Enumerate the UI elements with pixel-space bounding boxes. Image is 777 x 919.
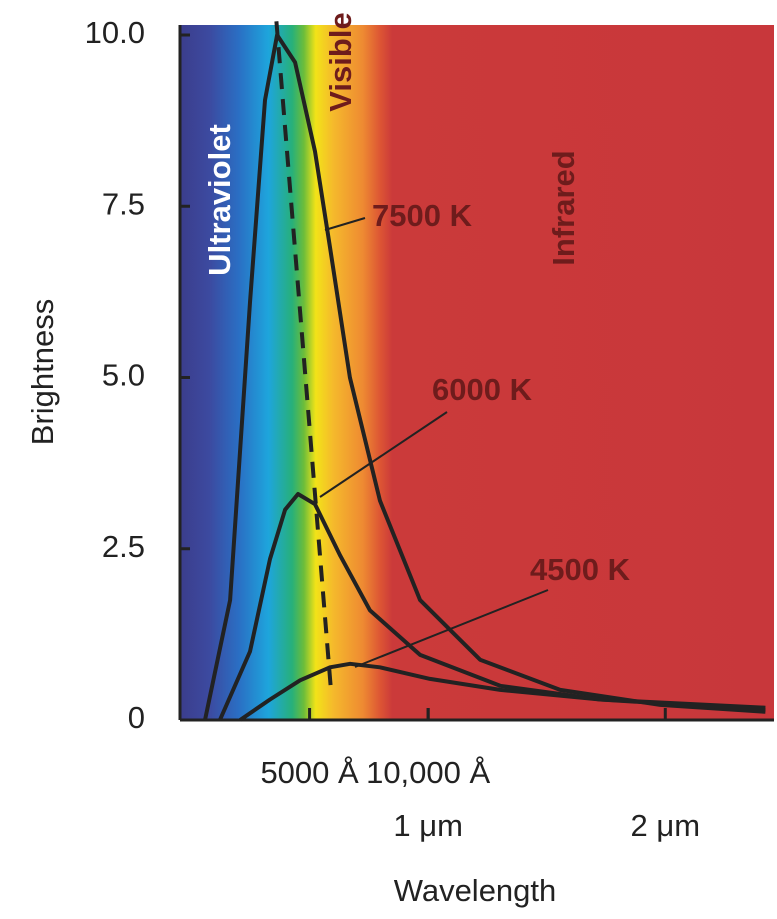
series-label: 6000 K bbox=[432, 372, 533, 407]
region-label: Infrared bbox=[546, 150, 581, 265]
x2-tick-label: 2 μm bbox=[631, 808, 701, 843]
line bbox=[218, 492, 766, 721]
series-label: 4500 K bbox=[530, 552, 631, 587]
y-tick-label: 5.0 bbox=[102, 358, 145, 393]
y-tick-label: 2.5 bbox=[102, 529, 145, 564]
leader-line bbox=[324, 217, 366, 231]
y-tick-label: 10.0 bbox=[85, 15, 145, 50]
x2-tick-label: 1 μm bbox=[393, 808, 463, 843]
leader-line bbox=[319, 411, 448, 498]
spectrum-background bbox=[180, 25, 774, 720]
line bbox=[238, 661, 766, 722]
series-label: 7500 K bbox=[372, 198, 473, 233]
y-axis-title: Brightness bbox=[25, 299, 60, 445]
leader-line bbox=[354, 589, 549, 668]
peak-line bbox=[274, 21, 333, 690]
line bbox=[203, 33, 766, 721]
y-tick-label: 0 bbox=[128, 700, 145, 735]
x-axis-title: Wavelength bbox=[394, 873, 557, 908]
region-label: Visible bbox=[323, 12, 358, 111]
x-tick-label: 5000 Å bbox=[260, 755, 359, 790]
region-label: Ultraviolet bbox=[202, 124, 237, 276]
x-tick-label: 10,000 Å bbox=[366, 755, 490, 790]
y-tick-label: 7.5 bbox=[102, 186, 145, 221]
